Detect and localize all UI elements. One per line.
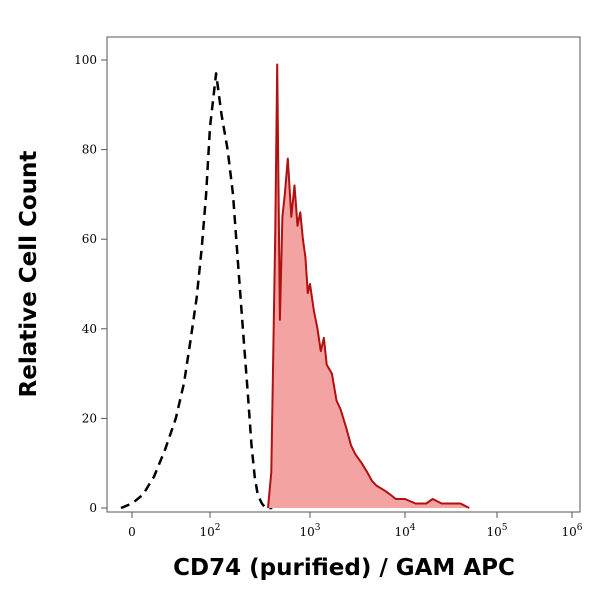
x-tick-label: 103 [299,523,320,539]
x-tick-label: 106 [561,523,582,539]
y-axis-title: Relative Cell Count [16,151,42,398]
x-tick-label: 104 [394,523,415,539]
series-line-dashed [120,72,273,510]
series-layer [120,63,470,510]
x-tick-label: 0 [128,525,136,539]
series-line-solid [267,63,470,509]
plot-frame [106,36,581,513]
y-tick-label: 20 [82,411,97,425]
series-area-fill [268,64,470,508]
x-tick-label: 105 [486,523,507,539]
y-tick-label: 100 [74,53,97,67]
x-axis-title: CD74 (purified) / GAM APC [173,555,515,581]
x-axis: 0 102 103 104 105 106 [128,512,583,539]
y-axis: 0 20 40 60 80 100 [74,53,107,515]
y-tick-label: 80 [82,143,97,157]
y-tick-label: 60 [82,232,97,246]
y-tick-label: 0 [89,501,97,515]
y-tick-label: 40 [82,322,97,336]
x-tick-label: 102 [199,523,220,539]
